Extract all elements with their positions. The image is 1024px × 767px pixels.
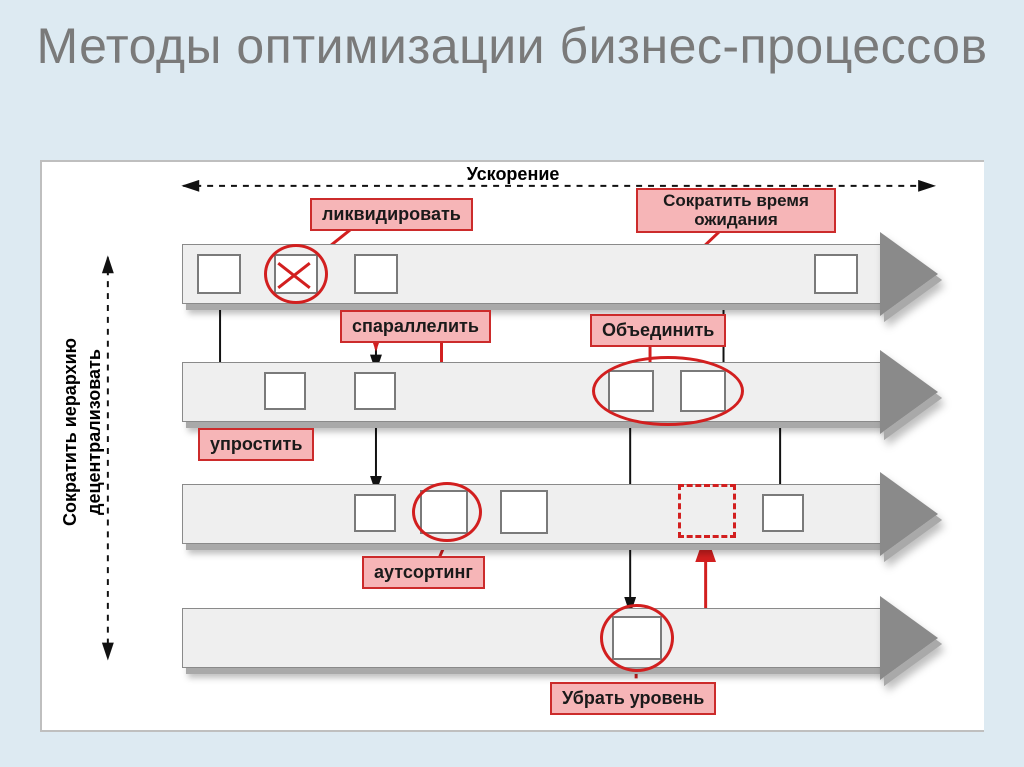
tag-eliminate: ликвидировать: [310, 198, 473, 231]
box-1c: [354, 254, 398, 294]
lane-3: [182, 484, 942, 544]
box-1d: [814, 254, 858, 294]
ring-merge: [592, 356, 744, 426]
slide-title: Методы оптимизации бизнес-процессов: [0, 18, 1024, 148]
ring-eliminate: [264, 244, 328, 304]
box-2b: [354, 372, 396, 410]
tag-parallel: спараллелить: [340, 310, 491, 343]
ring-outsource: [412, 482, 482, 542]
lane-4: [182, 608, 942, 668]
box-3e: [762, 494, 804, 532]
measure-side-outer: Сократить иерархию: [60, 282, 81, 582]
tag-outsource: аутсортинг: [362, 556, 485, 589]
diagram: Ускорение Сократить иерархию децентрализ…: [42, 162, 984, 730]
box-3a: [354, 494, 396, 532]
box-1a: [197, 254, 241, 294]
tag-merge: Объединить: [590, 314, 726, 347]
ring-remove-level: [600, 604, 674, 672]
box-3c: [500, 490, 548, 534]
tag-simplify: упростить: [198, 428, 314, 461]
box-2a: [264, 372, 306, 410]
diagram-frame: Ускорение Сократить иерархию децентрализ…: [40, 160, 984, 732]
tag-reduce-wait: Сократить время ожидания: [636, 188, 836, 233]
dashed-outsourced-box: [678, 484, 736, 538]
measure-top: Ускорение: [42, 164, 984, 185]
tag-remove-level: Убрать уровень: [550, 682, 716, 715]
measure-side-inner: децентрализовать: [84, 282, 105, 582]
